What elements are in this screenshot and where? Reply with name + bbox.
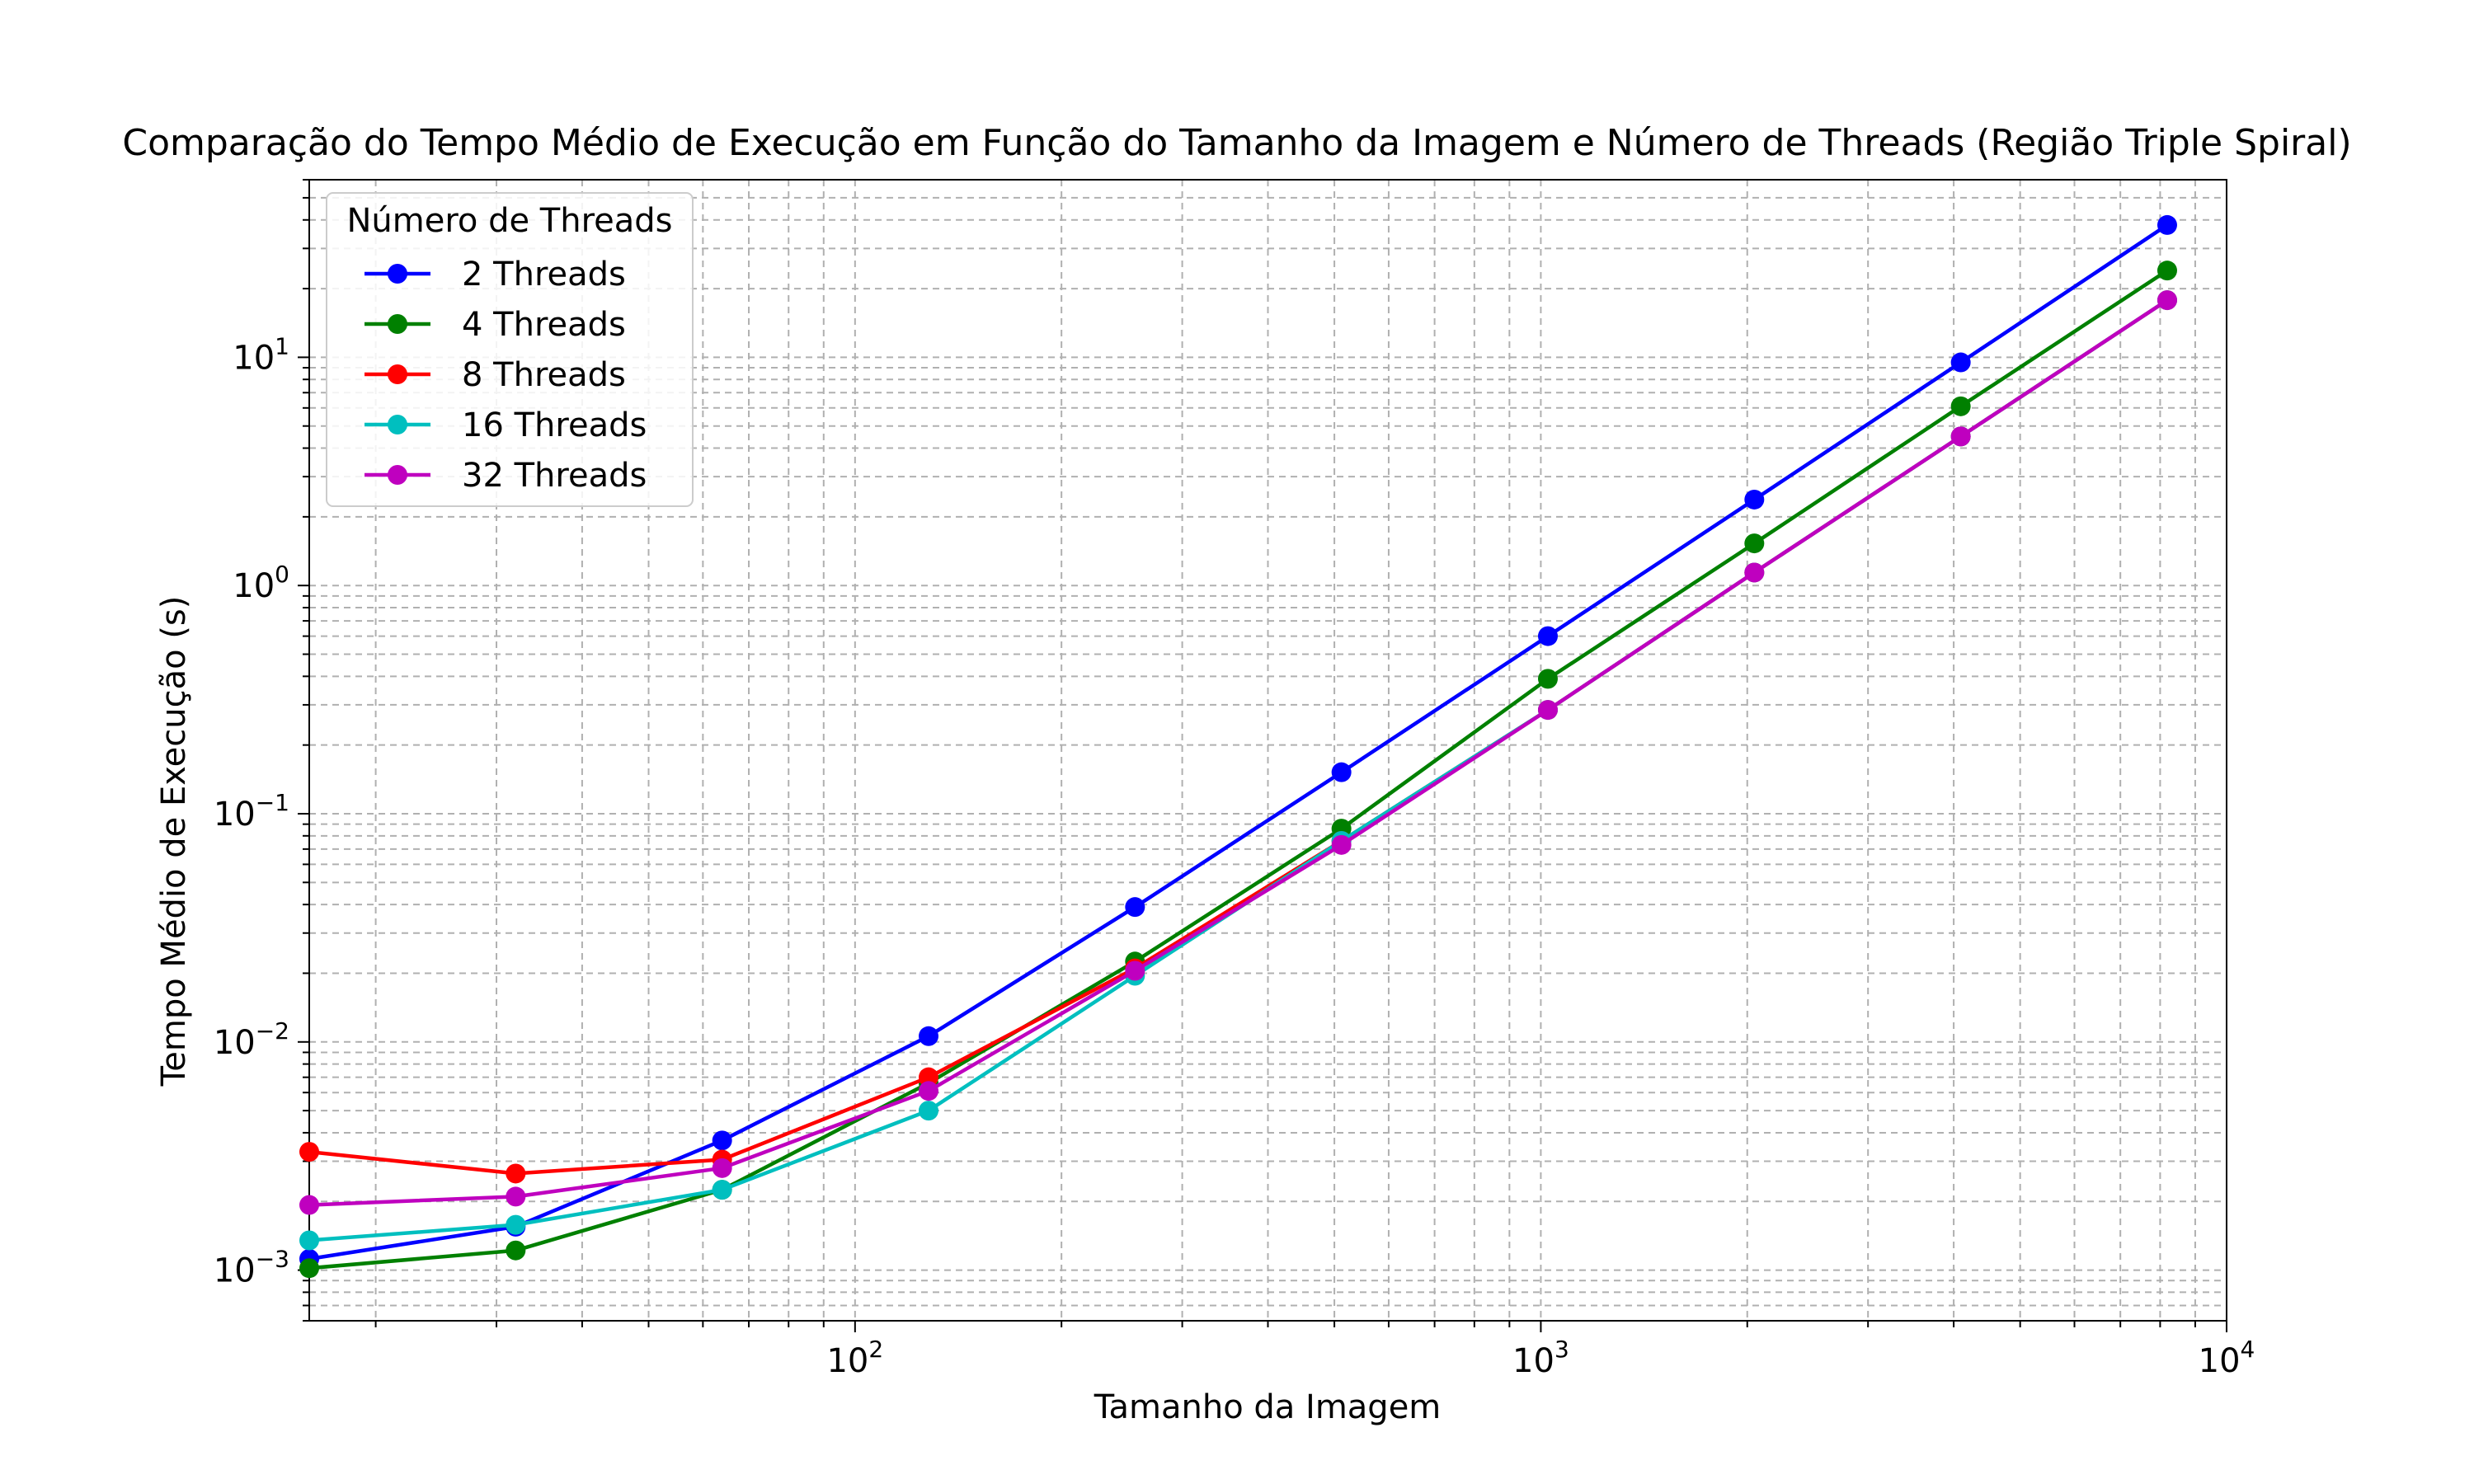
data-point xyxy=(1125,960,1145,981)
legend-entry-label: 2 Threads xyxy=(462,256,626,294)
data-point xyxy=(1537,700,1558,721)
data-point xyxy=(299,1230,319,1251)
x-tick-label: 103 xyxy=(1512,1336,1569,1380)
data-point xyxy=(1331,834,1352,855)
data-point xyxy=(712,1180,732,1200)
y-tick-label: 101 xyxy=(233,332,289,377)
data-point xyxy=(1744,562,1765,583)
series-5 xyxy=(299,290,2177,1215)
y-axis-label: Tempo Médio de Execução (s) xyxy=(155,596,193,1087)
data-point xyxy=(1537,626,1558,646)
data-point xyxy=(506,1163,526,1184)
y-tick-label: 10−1 xyxy=(214,789,289,834)
axis-ticks: 102 103 104 10−3 10−2 10−1 100 101 xyxy=(214,179,2255,1380)
series-line xyxy=(308,298,2169,1207)
x-axis-label: Tamanho da Imagem xyxy=(1094,1388,1442,1426)
y-tick-label: 10−2 xyxy=(214,1017,289,1062)
data-point xyxy=(1331,762,1352,782)
data-point xyxy=(1744,533,1765,554)
legend-swatch-marker xyxy=(388,314,407,334)
legend-entry-label: 16 Threads xyxy=(462,406,647,444)
series-group xyxy=(299,214,2177,1279)
legend-swatch-marker xyxy=(388,465,407,485)
data-point xyxy=(506,1240,526,1261)
legend: Número de Threads 2 Threads 4 Threads 8 Thr… xyxy=(326,192,694,507)
data-point xyxy=(1537,669,1558,689)
chart-title: Comparação do Tempo Médio de Execução em… xyxy=(122,122,2351,164)
x-tick-label: 102 xyxy=(826,1336,883,1380)
data-point xyxy=(506,1214,526,1235)
x-tick-label: 104 xyxy=(2199,1336,2255,1380)
legend-title: Número de Threads xyxy=(346,202,672,240)
data-point xyxy=(1950,396,1971,416)
series-line xyxy=(308,269,2169,1270)
legend-entry-label: 8 Threads xyxy=(462,356,626,394)
data-point xyxy=(1744,489,1765,510)
data-point xyxy=(1950,426,1971,447)
data-point xyxy=(506,1186,526,1207)
data-point xyxy=(299,1195,319,1215)
legend-swatch-marker xyxy=(388,415,407,434)
data-point xyxy=(712,1130,732,1151)
data-point xyxy=(1950,352,1971,373)
y-tick-label: 10−3 xyxy=(214,1246,289,1290)
data-point xyxy=(918,1026,938,1046)
data-point xyxy=(2157,261,2177,281)
data-point xyxy=(299,1142,319,1162)
legend-box xyxy=(326,192,694,507)
data-point xyxy=(712,1158,732,1178)
legend-entry-label: 4 Threads xyxy=(462,306,626,344)
data-point xyxy=(918,1081,938,1101)
data-point xyxy=(1125,897,1145,918)
data-point xyxy=(918,1101,938,1121)
legend-swatch-marker xyxy=(388,364,407,384)
data-point xyxy=(2157,214,2177,235)
legend-entry-label: 32 Threads xyxy=(462,457,647,495)
data-point xyxy=(2157,290,2177,311)
data-point xyxy=(299,1258,319,1279)
data-point xyxy=(918,1067,938,1087)
y-tick-label: 100 xyxy=(233,561,289,605)
legend-swatch-marker xyxy=(388,264,407,284)
